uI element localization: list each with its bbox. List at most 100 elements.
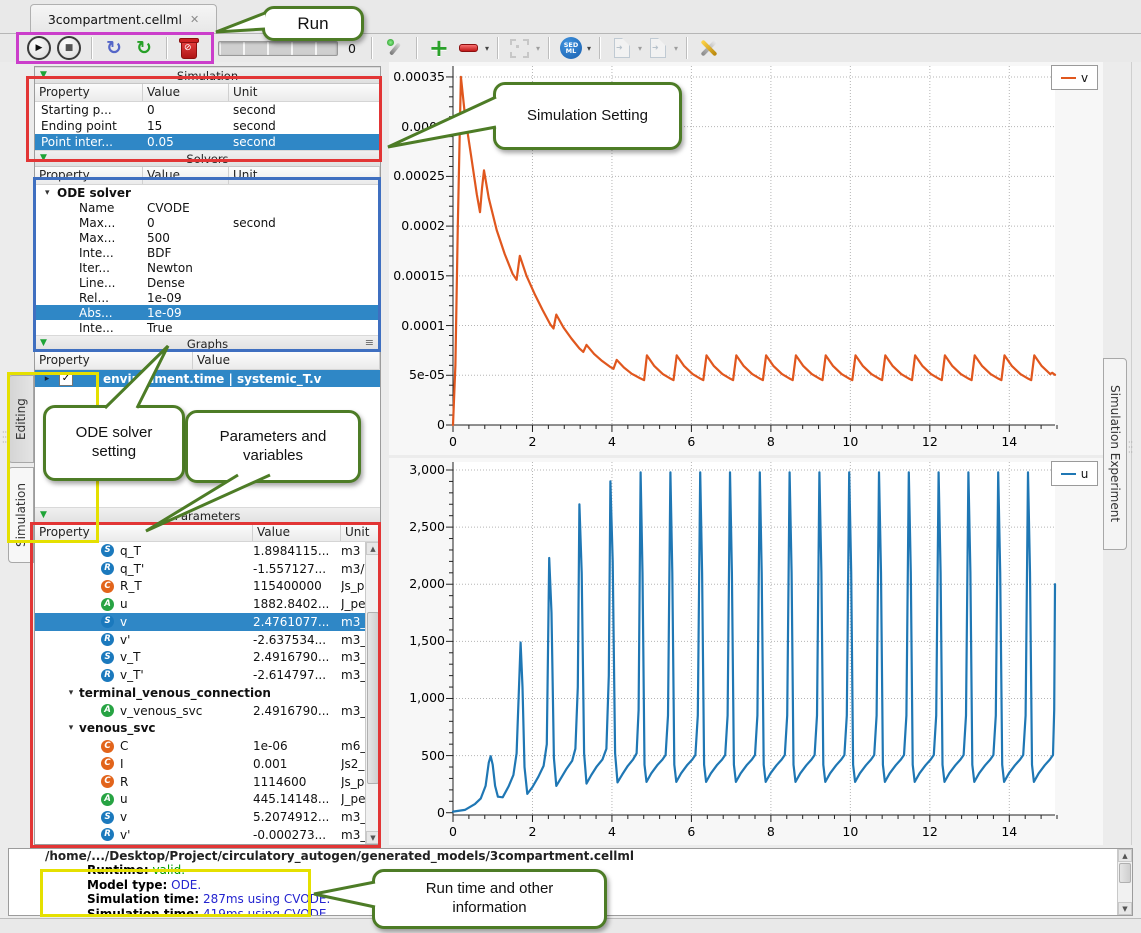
preferences-button[interactable] xyxy=(696,36,722,60)
export-data-dropdown-2[interactable]: ▾ xyxy=(674,43,679,53)
table-row-selected[interactable]: Point inter... 0.05 second xyxy=(35,134,380,150)
section-header-solvers[interactable]: ▼ Solvers xyxy=(35,150,380,167)
parameter-value[interactable]: 1.8984115... xyxy=(253,543,330,558)
fit-to-view-dropdown[interactable]: ▾ xyxy=(535,43,540,53)
parameter-row[interactable]: Rq_T'-1.557127...m3/se... xyxy=(35,560,380,578)
section-header-parameters[interactable]: ▼ Parameters xyxy=(35,507,380,524)
cell-value[interactable]: CVODE xyxy=(147,200,190,215)
parameter-row-selected[interactable]: Sv2.4761077...m3_p... xyxy=(35,613,380,631)
parameter-row[interactable]: Sv_T2.4916790...m3_p... xyxy=(35,649,380,667)
parameter-value[interactable]: 2.4916790... xyxy=(253,703,330,718)
section-header-graphs[interactable]: ▼ Graphs ≡ xyxy=(35,335,380,352)
cell-value[interactable]: BDF xyxy=(147,245,172,260)
tree-row[interactable]: Inte... True xyxy=(35,320,380,335)
cell-value[interactable]: 0 xyxy=(147,215,155,230)
legend-v[interactable]: v xyxy=(1051,65,1098,90)
parameter-value[interactable]: -1.557127... xyxy=(253,561,327,576)
cell-value[interactable]: Dense xyxy=(147,275,185,290)
simulation-table-header[interactable]: Property Value Unit xyxy=(35,84,380,102)
parameter-row[interactable]: Au445.14148...J_per_... xyxy=(35,791,380,809)
parameter-row[interactable]: CC1e-06m6_p... xyxy=(35,737,380,755)
cell-value[interactable]: Newton xyxy=(147,260,193,275)
stop-button[interactable]: ■ xyxy=(56,36,82,60)
interaction-mode-button[interactable] xyxy=(381,36,407,60)
column-header[interactable]: Unit xyxy=(341,524,380,541)
column-header[interactable]: Value xyxy=(143,167,229,184)
cell-value[interactable]: 1e-09 xyxy=(147,290,182,305)
section-collapse-icon[interactable]: ▼ xyxy=(40,338,47,348)
column-header[interactable]: Property xyxy=(35,167,143,184)
parameter-value[interactable]: 2.4761077... xyxy=(253,614,330,629)
tree-row[interactable]: Iter... Newton xyxy=(35,260,380,275)
parameter-value[interactable]: 1e-06 xyxy=(253,739,288,754)
clear-results-button[interactable]: ↻ xyxy=(131,36,157,60)
graph-row-selected[interactable]: ▸ ✓ environment.time | systemic_T.v xyxy=(35,370,380,387)
cell-value[interactable]: True xyxy=(147,320,173,335)
output-scrollbar[interactable]: ▲ ▼ xyxy=(1117,849,1132,915)
parameter-value[interactable]: 445.14148... xyxy=(253,792,330,807)
table-row[interactable]: Ending point 15 second xyxy=(35,118,380,134)
sedml-dropdown[interactable]: ▾ xyxy=(586,43,591,53)
column-header[interactable]: Value xyxy=(253,524,341,541)
parameter-row[interactable]: Rv'-0.000273...m3_p... xyxy=(35,826,380,844)
column-header[interactable]: Property xyxy=(35,352,193,369)
scroll-up-icon[interactable]: ▲ xyxy=(1118,849,1132,862)
tree-expand-icon[interactable]: ▾ xyxy=(68,723,74,734)
parameter-row[interactable]: C I 0.001 Js2_p... xyxy=(35,755,380,773)
file-tab[interactable]: 3compartment.cellml ✕ xyxy=(30,4,217,33)
plot-canvas[interactable] xyxy=(389,458,1103,845)
scroll-up-icon[interactable]: ▲ xyxy=(366,542,380,555)
tab-simulation-experiment[interactable]: Simulation Experiment xyxy=(1103,358,1127,550)
parameter-group-row[interactable]: ▾ terminal_venous_connection xyxy=(35,684,380,702)
parameter-value[interactable]: 5.2074912... xyxy=(253,810,330,825)
scroll-down-icon[interactable]: ▼ xyxy=(1118,902,1132,915)
reset-parameters-button[interactable]: ↻ xyxy=(101,36,127,60)
mode-tab-editing[interactable]: Editing xyxy=(8,375,34,463)
parameter-value[interactable]: -2.637534... xyxy=(253,632,327,647)
cell-value[interactable]: 0.05 xyxy=(147,135,174,149)
parameters-table-header[interactable]: Property Value Unit xyxy=(35,524,380,542)
parameter-row[interactable]: Av_venous_svc2.4916790...m3_p... xyxy=(35,702,380,720)
parameters-scrollbar[interactable]: ▲ ▼ xyxy=(365,542,380,844)
column-header[interactable]: Property xyxy=(35,84,143,101)
cell-value[interactable]: 500 xyxy=(147,230,170,245)
tree-collapse-icon[interactable]: ▸ xyxy=(44,373,50,384)
sedml-export-button[interactable]: SED ML xyxy=(558,36,584,60)
parameter-value[interactable]: -0.000273... xyxy=(253,827,327,842)
cell-value[interactable]: 0 xyxy=(147,103,155,117)
column-header[interactable]: Unit xyxy=(229,84,380,101)
scrollbar-thumb[interactable] xyxy=(367,612,379,784)
parameter-value[interactable]: 1882.8402... xyxy=(253,597,330,612)
graph-checkbox[interactable]: ✓ xyxy=(59,371,73,386)
export-data-button[interactable] xyxy=(609,36,635,60)
fit-to-view-button[interactable] xyxy=(507,36,533,60)
legend-u[interactable]: u xyxy=(1051,461,1098,486)
column-header[interactable]: Value xyxy=(193,352,380,369)
add-graph-panel-button[interactable]: + xyxy=(426,36,452,60)
parameter-value[interactable]: 1114600 xyxy=(253,774,307,789)
splitter-handle[interactable]: ·· ·· ·· xyxy=(1128,438,1134,457)
mode-tab-simulation[interactable]: Simulation xyxy=(8,467,34,563)
parameter-row[interactable]: CR_T115400000Js_per... xyxy=(35,578,380,596)
parameter-value[interactable]: 115400000 xyxy=(253,579,322,594)
tree-row[interactable]: Max... 500 xyxy=(35,230,380,245)
graphs-table-header[interactable]: Property Value xyxy=(35,352,380,370)
export-data-button-2[interactable] xyxy=(645,36,671,60)
column-header[interactable]: Value xyxy=(143,84,229,101)
section-collapse-icon[interactable]: ▼ xyxy=(40,510,47,520)
scrollbar-thumb[interactable] xyxy=(1119,863,1131,883)
section-collapse-icon[interactable]: ▼ xyxy=(40,70,47,80)
splitter-handle[interactable]: ·· ·· ·· xyxy=(2,428,8,447)
parameter-row[interactable]: Rv'-2.637534...m3_p... xyxy=(35,631,380,649)
tree-group-row[interactable]: ▾ ODE solver xyxy=(35,185,380,200)
solvers-table-header[interactable]: Property Value Unit xyxy=(35,167,380,185)
tab-close-icon[interactable]: ✕ xyxy=(189,12,200,26)
parameter-group-row[interactable]: ▾ venous_svc xyxy=(35,720,380,738)
plot-u[interactable]: u 0 500 1,000 1,500 2,000 2,500 3,000 0 2 4 6 8 10 12… xyxy=(389,458,1103,845)
tree-row-selected[interactable]: Abs... 1e-09 xyxy=(35,305,380,320)
tree-row[interactable]: Name CVODE xyxy=(35,200,380,215)
graphs-menu-icon[interactable]: ≡ xyxy=(364,336,374,349)
run-button[interactable]: ▶ xyxy=(26,36,52,60)
tree-row[interactable]: Inte... BDF xyxy=(35,245,380,260)
cell-value[interactable]: 15 xyxy=(147,119,163,133)
